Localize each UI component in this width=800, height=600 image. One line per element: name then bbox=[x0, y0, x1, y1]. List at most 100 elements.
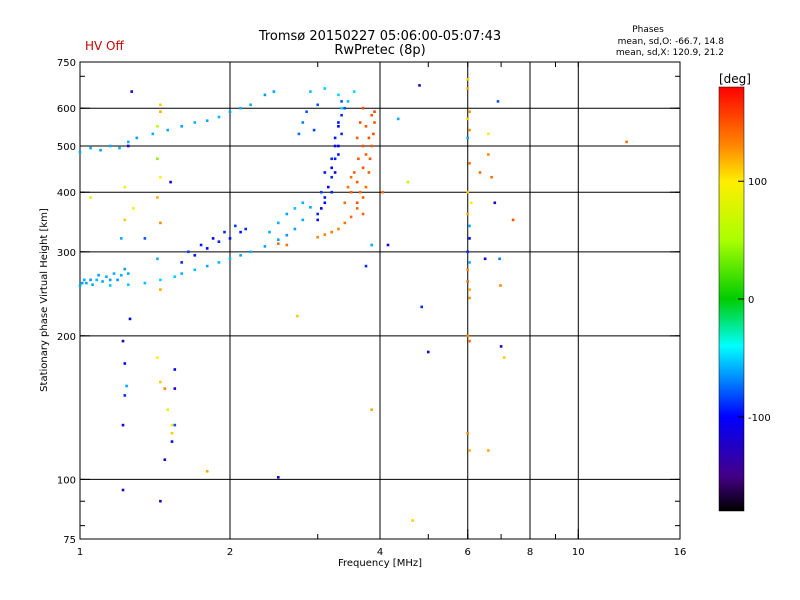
echo-point bbox=[337, 144, 340, 148]
colorbar-ticks: 100 0 -100 bbox=[738, 177, 771, 424]
echo-point bbox=[468, 261, 471, 264]
echo-point bbox=[320, 207, 323, 210]
echo-point bbox=[330, 175, 333, 179]
echo-point bbox=[466, 136, 469, 140]
echo-point bbox=[156, 257, 159, 261]
x-tick-label: 1 bbox=[77, 547, 83, 558]
echo-point bbox=[159, 175, 162, 179]
echo-point bbox=[285, 243, 289, 247]
echo-point bbox=[234, 224, 237, 228]
echo-point bbox=[498, 257, 501, 261]
echo-point bbox=[466, 87, 469, 90]
echo-point bbox=[187, 250, 190, 254]
echo-point bbox=[327, 185, 330, 189]
echo-point bbox=[205, 264, 209, 268]
echo-point bbox=[333, 171, 337, 174]
echo-point bbox=[320, 190, 323, 194]
echo-point bbox=[239, 106, 242, 110]
y-tick-label: 75 bbox=[63, 535, 76, 546]
echo-point bbox=[323, 87, 327, 90]
echo-point bbox=[499, 284, 502, 287]
x-axis-ticks: 1 2 4 6 8 10 16 bbox=[77, 62, 686, 558]
chart-title: Tromsø 20150227 05:06:00-05:07:43 bbox=[258, 29, 501, 44]
echo-point bbox=[368, 157, 372, 161]
echo-point bbox=[340, 113, 343, 117]
echo-point bbox=[427, 350, 430, 354]
echo-point bbox=[309, 206, 312, 209]
x-tick-label: 4 bbox=[377, 547, 383, 558]
echo-point bbox=[468, 339, 471, 343]
echo-point bbox=[249, 103, 252, 107]
echo-point bbox=[466, 431, 469, 435]
echo-point bbox=[101, 280, 104, 283]
echo-point bbox=[411, 519, 414, 522]
echo-point bbox=[367, 136, 371, 140]
echo-point bbox=[301, 121, 305, 124]
echo-point bbox=[105, 275, 108, 278]
echo-point bbox=[418, 84, 421, 87]
echo-point bbox=[370, 408, 373, 411]
echo-point bbox=[156, 356, 159, 359]
echo-point bbox=[381, 190, 384, 194]
echo-point bbox=[323, 196, 327, 199]
echo-point bbox=[80, 281, 84, 285]
echo-point bbox=[364, 264, 368, 268]
echo-point bbox=[349, 190, 353, 194]
echo-point bbox=[128, 317, 132, 321]
echo-point bbox=[120, 273, 123, 277]
echo-point bbox=[301, 201, 305, 205]
echo-point bbox=[364, 125, 368, 128]
echo-point bbox=[487, 132, 490, 136]
echo-point bbox=[373, 110, 376, 113]
echo-point bbox=[132, 207, 135, 210]
echo-point bbox=[355, 201, 359, 205]
echo-point bbox=[244, 227, 247, 231]
echo-point bbox=[228, 237, 232, 240]
echo-point bbox=[108, 144, 112, 148]
echo-point bbox=[625, 140, 628, 144]
echo-point bbox=[130, 90, 133, 93]
echo-point bbox=[156, 125, 159, 128]
y-tick-label: 300 bbox=[57, 248, 76, 259]
echo-point bbox=[349, 215, 353, 219]
echo-point bbox=[123, 218, 127, 222]
echo-point bbox=[127, 272, 130, 275]
echo-point bbox=[89, 196, 92, 199]
echo-point bbox=[193, 268, 197, 272]
echo-point bbox=[293, 227, 297, 231]
echo-point bbox=[337, 153, 340, 156]
echo-point bbox=[85, 281, 88, 285]
echo-point bbox=[493, 201, 497, 205]
x-axis-label: Frequency [MHz] bbox=[338, 558, 422, 569]
echo-point bbox=[496, 100, 500, 103]
echo-point bbox=[316, 212, 319, 216]
echo-point bbox=[355, 180, 359, 184]
echo-point bbox=[323, 171, 327, 174]
echo-point bbox=[285, 212, 289, 216]
echo-point bbox=[127, 283, 130, 286]
echo-point bbox=[121, 423, 125, 427]
echo-point bbox=[170, 440, 174, 443]
echo-point bbox=[364, 153, 368, 156]
echo-point bbox=[466, 250, 469, 254]
echo-point bbox=[78, 151, 82, 154]
echo-point bbox=[370, 144, 373, 148]
y-axis-label: Stationary phase Virtual Height [km] bbox=[39, 208, 50, 392]
echo-point bbox=[123, 394, 127, 397]
echo-point bbox=[305, 110, 308, 113]
echo-point bbox=[483, 257, 487, 261]
echo-point bbox=[217, 115, 221, 119]
echo-point bbox=[272, 90, 276, 93]
echo-point bbox=[159, 288, 162, 291]
echo-point bbox=[340, 106, 343, 110]
echo-point bbox=[123, 185, 127, 189]
echo-point bbox=[355, 136, 359, 140]
echo-point bbox=[301, 218, 305, 222]
echo-point bbox=[123, 267, 127, 271]
echo-point bbox=[333, 144, 337, 148]
echo-point bbox=[116, 278, 119, 282]
echo-point bbox=[316, 235, 319, 239]
colorbar-label: [deg] bbox=[719, 72, 751, 86]
colorbar-tick-label: -100 bbox=[748, 413, 771, 424]
